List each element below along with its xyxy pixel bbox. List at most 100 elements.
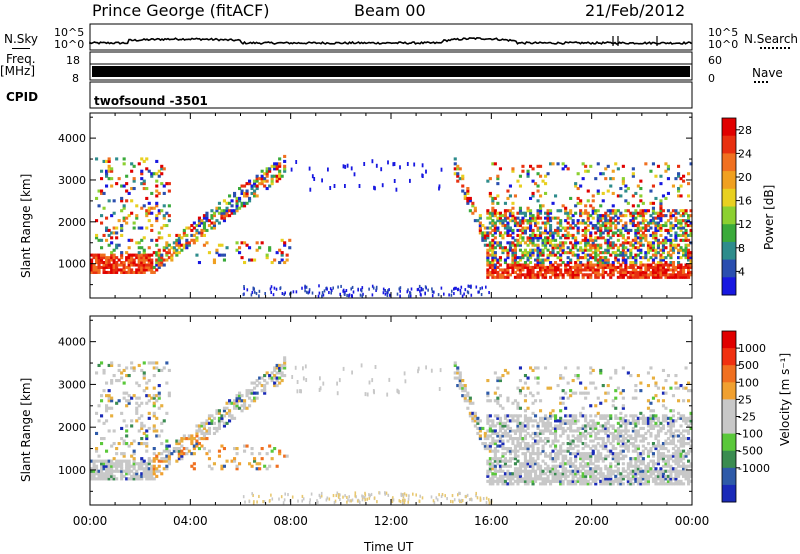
echo-cell <box>513 221 518 225</box>
echo-cell <box>486 248 490 252</box>
echo-cell <box>491 472 495 476</box>
echo-cell <box>122 381 126 385</box>
echo-cell <box>687 429 691 433</box>
echo-cell <box>273 162 277 166</box>
noise-cell <box>451 494 454 498</box>
echo-cell <box>142 268 146 272</box>
echo-cell <box>145 442 149 446</box>
echo-cell <box>546 474 550 478</box>
echo-cell <box>601 424 605 428</box>
echo-cell <box>102 464 106 468</box>
echo-cell <box>536 221 540 225</box>
echo-cell <box>549 209 553 213</box>
echo-cell <box>621 182 625 186</box>
echo-cell <box>599 226 603 230</box>
velocity-echoes <box>90 356 693 505</box>
echo-cell <box>503 224 508 228</box>
y-tick-label: 3000 <box>58 174 86 187</box>
echo-cell <box>604 214 608 218</box>
echo-cell <box>147 209 151 213</box>
echo-cell <box>679 184 683 188</box>
echo-cell <box>197 429 202 433</box>
echo-cell <box>654 384 658 388</box>
echo-cell <box>112 199 116 203</box>
echo-cell <box>130 469 134 473</box>
echo-cell <box>105 174 109 178</box>
echo-cell <box>639 214 643 218</box>
echo-cell <box>255 184 259 188</box>
echo-cell <box>120 251 124 255</box>
noise-cell <box>460 285 463 289</box>
echo-cell <box>649 434 653 438</box>
echo-cell <box>574 184 578 188</box>
echo-cell <box>501 424 505 428</box>
echo-cell <box>576 376 580 380</box>
echo-cell <box>604 474 608 478</box>
echo-cell <box>461 384 465 388</box>
echo-cell <box>654 421 658 425</box>
echo-cell <box>604 224 608 228</box>
echo-cell <box>167 256 171 260</box>
echo-cell <box>671 452 676 456</box>
echo-cell <box>130 464 134 468</box>
echo-cell <box>594 256 598 260</box>
echo-cell <box>145 394 149 398</box>
echo-cell <box>258 182 262 186</box>
echo-cell <box>546 464 550 468</box>
echo-cell <box>682 434 686 438</box>
echo-cell <box>511 268 515 272</box>
echo-cell <box>679 226 683 230</box>
echo-cell <box>526 219 530 223</box>
echo-cell <box>591 243 595 247</box>
echo-cell <box>591 452 595 456</box>
echo-cell <box>586 444 590 448</box>
echo-cell <box>584 477 588 481</box>
echo-cell <box>611 482 615 486</box>
echo-cell <box>539 164 543 168</box>
echo-cell <box>614 231 618 235</box>
echo-cell <box>621 268 625 272</box>
echo-cell <box>631 444 635 448</box>
echo-cell <box>539 231 543 235</box>
echo-cell <box>566 236 570 240</box>
echo-cell <box>656 439 661 443</box>
echo-cell <box>677 411 681 415</box>
noise-cell <box>253 290 256 294</box>
time-xlabel: Time UT <box>364 540 414 554</box>
echo-cell <box>556 472 560 476</box>
echo-cell <box>491 248 495 252</box>
echo-cell <box>687 389 691 393</box>
echo-cell <box>222 199 227 203</box>
echo-cell <box>521 169 525 173</box>
echo-cell <box>654 416 658 420</box>
echo-cell <box>496 469 500 473</box>
echo-cell <box>601 444 605 448</box>
echo-cell <box>117 263 121 267</box>
echo-cell <box>616 194 620 198</box>
echo-cell <box>518 389 523 393</box>
echo-cell <box>596 216 600 220</box>
echo-cell <box>523 248 528 252</box>
speckle-cell <box>387 160 389 165</box>
echo-cell <box>105 462 109 466</box>
noise-cell <box>350 499 352 503</box>
echo-cell <box>576 444 580 448</box>
echo-cell <box>641 469 645 473</box>
echo-cell <box>453 157 457 161</box>
echo-cell <box>611 241 615 245</box>
noise-cell <box>435 496 438 500</box>
echo-cell <box>682 238 686 242</box>
echo-cell <box>140 477 144 481</box>
echo-cell <box>120 270 124 274</box>
echo-cell <box>135 214 139 218</box>
echo-cell <box>521 447 525 451</box>
echo-cell <box>248 179 252 183</box>
echo-cell <box>541 449 545 453</box>
echo-cell <box>616 429 620 433</box>
echo-cell <box>576 449 580 453</box>
echo-cell <box>220 211 224 215</box>
echo-cell <box>222 414 227 418</box>
echo-cell <box>569 273 573 277</box>
echo-cell <box>594 464 598 468</box>
echo-cell <box>556 246 560 250</box>
